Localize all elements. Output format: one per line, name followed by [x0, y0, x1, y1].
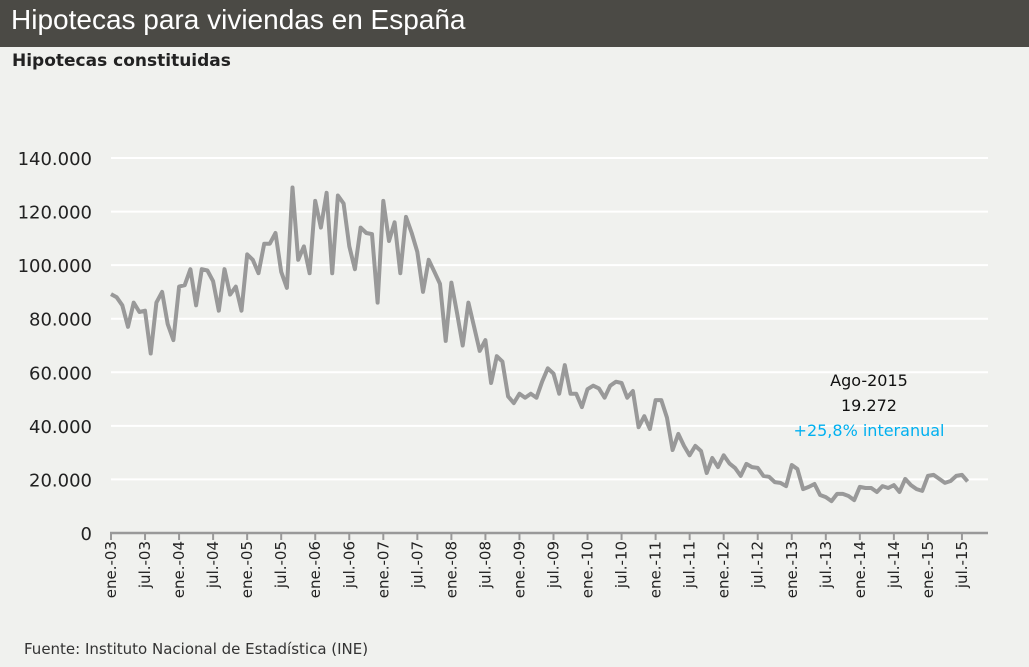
- x-tick-label: jul.-03: [136, 541, 154, 589]
- y-tick-label: 140.000: [18, 149, 92, 170]
- x-tick-label: jul.-12: [749, 541, 767, 589]
- x-tick-label: jul.-08: [476, 541, 494, 589]
- chart-subtitle: Hipotecas constituidas: [12, 51, 231, 71]
- x-axis: ene.-03 jul.-03 ene.-04 jul.-04 ene.-05 jul.-…: [102, 531, 988, 598]
- x-tick-label: ene.-08: [442, 541, 460, 598]
- x-tick-label: ene.-11: [647, 541, 665, 598]
- y-tick-label: 40.000: [29, 417, 92, 438]
- x-tick-label: jul.-05: [272, 541, 290, 589]
- y-tick-label: 20.000: [29, 470, 92, 491]
- x-tick-label: ene.-04: [170, 541, 188, 598]
- page-title: Hipotecas para viviendas en España: [11, 4, 466, 35]
- x-tick-label: ene.-15: [919, 541, 937, 598]
- x-tick-label: ene.-09: [510, 541, 528, 598]
- x-tick-label: ene.-14: [851, 541, 869, 598]
- x-tick-label: jul.-15: [953, 541, 971, 589]
- annotation-value: 19.272: [841, 396, 897, 415]
- annotation-period: Ago-2015: [830, 371, 908, 390]
- x-tick-label: jul.-11: [681, 541, 699, 589]
- y-tick-label: 100.000: [18, 256, 92, 277]
- x-tick-label: ene.-12: [715, 541, 733, 598]
- y-tick-label: 120.000: [18, 203, 92, 224]
- x-tick-label: jul.-04: [204, 541, 222, 589]
- y-tick-label: 60.000: [29, 363, 92, 384]
- x-tick-label: ene.-07: [374, 541, 392, 598]
- x-tick-label: ene.-06: [306, 541, 324, 598]
- title-bar: Hipotecas para viviendas en España: [0, 0, 1029, 47]
- x-tick-label: jul.-13: [817, 541, 835, 589]
- x-tick-label: jul.-10: [613, 541, 631, 589]
- annotation-change: +25,8% interanual: [794, 421, 945, 440]
- y-axis-labels: 0 20.000 40.000 60.000 80.000 100.000 120.000 1…: [18, 149, 92, 545]
- x-tick-label: ene.-05: [238, 541, 256, 598]
- source-note: Fuente: Instituto Nacional de Estadístic…: [24, 640, 369, 658]
- x-tick-label: jul.-06: [340, 541, 358, 589]
- x-tick-label: jul.-07: [408, 541, 426, 589]
- series-line: [110, 185, 970, 504]
- x-tick-label: jul.-14: [885, 541, 903, 589]
- x-tick-label: ene.-13: [783, 541, 801, 598]
- x-tick-label: ene.-03: [102, 541, 120, 598]
- y-tick-label: 80.000: [29, 310, 92, 331]
- x-tick-label: ene.-10: [579, 541, 597, 598]
- x-tick-label: jul.-09: [544, 541, 562, 589]
- data-points: [111, 187, 968, 501]
- y-tick-label: 0: [81, 524, 92, 545]
